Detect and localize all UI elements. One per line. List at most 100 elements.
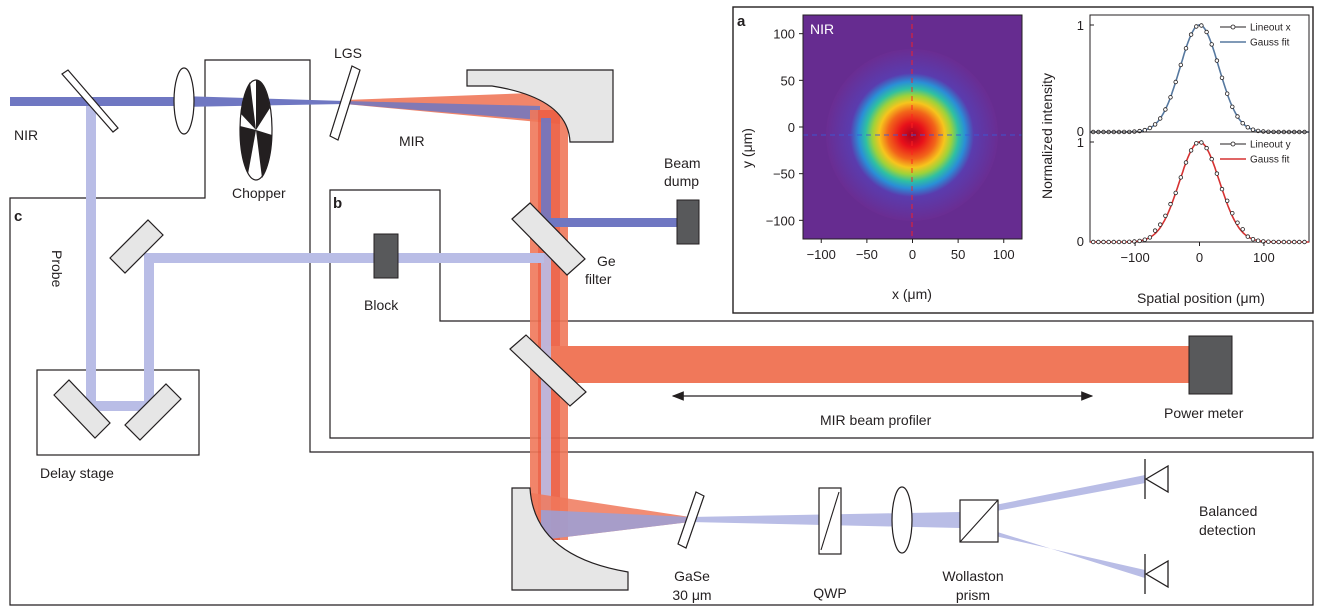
beam-image-xlabel: x (μm) — [892, 286, 932, 302]
probe-beam-bottom — [86, 401, 154, 411]
lineout-data-point — [1168, 95, 1173, 100]
chopper-wheel — [239, 79, 273, 181]
lineout-data-point — [1157, 116, 1163, 121]
photodiode-bottom — [1144, 554, 1169, 594]
ge-filter — [511, 202, 586, 276]
lineout-ytick-label: 0 — [1077, 124, 1084, 139]
nir-beam-to-dump — [548, 218, 678, 227]
delay-mirror-right — [124, 383, 182, 441]
label-wollaston-1: Wollaston — [942, 568, 1003, 584]
lineout-data-point — [1204, 29, 1209, 35]
label-ge-filter-2: filter — [585, 271, 612, 287]
lineout-data-point — [1219, 186, 1225, 192]
legend-fit-label: Gauss fit — [1250, 38, 1290, 49]
label-gase-2: 30 μm — [672, 587, 711, 603]
nir-beam-after-lgs — [345, 101, 540, 120]
lineout-data-point — [1281, 239, 1287, 245]
focus-lens — [173, 67, 195, 135]
lineout-data-point — [1142, 237, 1147, 242]
lineout-data-point — [1121, 239, 1127, 245]
parabolic-mirror-bottom — [511, 487, 629, 591]
mir-beam-profiler-arm — [545, 346, 1190, 383]
nir-beam-vertical — [541, 118, 551, 222]
lineout-data-point — [1147, 125, 1153, 131]
lineout-data-point — [1194, 24, 1199, 29]
probe-beam-down — [86, 106, 96, 408]
lineout-data-point — [1286, 239, 1292, 245]
legend-lineout-label: Lineout y — [1250, 140, 1291, 151]
legend-fit-label: Gauss fit — [1250, 155, 1290, 166]
image-ytick-label: −100 — [766, 213, 795, 228]
lineout-data-point — [1214, 58, 1220, 63]
label-delay-stage: Delay stage — [40, 465, 114, 481]
label-power-meter: Power meter — [1164, 405, 1244, 421]
label-wollaston-2: prism — [956, 587, 990, 603]
gase-crystal — [677, 491, 705, 549]
panel-b-frame — [329, 189, 1314, 439]
lineout-data-point — [1204, 145, 1209, 151]
pickoff-mirror — [61, 69, 119, 133]
lineout-data-point — [1209, 156, 1214, 162]
lineout-data-point — [1116, 239, 1122, 245]
label-balanced-2: detection — [1199, 522, 1256, 538]
lineout-data-point — [1194, 141, 1199, 146]
detection-lens — [891, 486, 913, 554]
label-balanced-1: Balanced — [1199, 503, 1257, 519]
label-lgs: LGS — [334, 45, 362, 61]
flip-mirror — [509, 334, 587, 407]
lineout-data-point — [1188, 32, 1194, 37]
lineout-data-point — [1291, 239, 1297, 245]
lineout-axes: −100 0 100 — [1120, 242, 1275, 265]
lineout-data-point — [1224, 91, 1230, 96]
lineout-data-point — [1261, 239, 1266, 244]
image-ytick-label: 100 — [773, 27, 795, 42]
lineout-data-point — [1168, 201, 1173, 207]
lineout-ytick-label: 1 — [1077, 135, 1084, 150]
wollaston-diagonal — [959, 499, 999, 543]
label-beam-dump-1: Beam — [664, 155, 701, 171]
lineout-data-point — [1240, 120, 1245, 126]
lineout-data-point — [1101, 239, 1106, 245]
lineout-data-point — [1250, 236, 1256, 242]
panel-letter-b: b — [333, 195, 342, 212]
nir-beam-image — [802, 14, 1023, 240]
beam-image-label: NIR — [810, 21, 834, 37]
label-mir: MIR — [399, 133, 425, 149]
image-xtick-label: 0 — [909, 247, 916, 262]
probe-beam-vertical — [541, 253, 551, 543]
label-qwp: QWP — [813, 585, 846, 601]
lineout-data-point — [1152, 228, 1158, 233]
lineout-data-point — [1297, 239, 1302, 245]
image-ytick-label: 50 — [781, 73, 795, 88]
probe-beam-up — [144, 253, 154, 411]
probe-mirror-top — [109, 219, 164, 274]
lineout-data-point — [1178, 175, 1183, 180]
label-nir: NIR — [14, 127, 38, 143]
lineout-ytick-label: 1 — [1077, 18, 1084, 33]
lgs-crystal — [329, 65, 361, 141]
lineout-data-point — [1163, 213, 1168, 218]
lineout-data-point — [1266, 239, 1271, 244]
lineout-data-point — [1235, 220, 1240, 225]
beam-image-axes: −100 −50 0 50 100 100 50 0 −50 −100 — [766, 27, 1015, 262]
lineout-data-point — [1250, 127, 1256, 132]
lineout-data-point — [1183, 160, 1189, 165]
lineout-data-point — [1106, 239, 1111, 245]
lineout-data-point — [1235, 114, 1240, 119]
lineout-xtick-label: −100 — [1120, 250, 1149, 265]
lineout-data-point — [1096, 239, 1101, 245]
lineout-data-point — [1199, 140, 1204, 145]
lineout-data-point — [1214, 171, 1220, 176]
legend-lineout-marker — [1230, 24, 1236, 30]
lineout-data-point — [1219, 75, 1225, 80]
label-probe: Probe — [49, 250, 65, 288]
label-beam-dump-2: dump — [664, 173, 699, 189]
lineout-data-point — [1240, 227, 1245, 232]
lineout-data-point — [1157, 222, 1163, 227]
lineout-data-point — [1132, 239, 1137, 244]
lineout-y-plot: 1 0 Lineout y Gauss fit — [1077, 131, 1310, 249]
lineout-data-point — [1245, 125, 1250, 130]
beam-image-ylabel: y (μm) — [739, 128, 755, 168]
